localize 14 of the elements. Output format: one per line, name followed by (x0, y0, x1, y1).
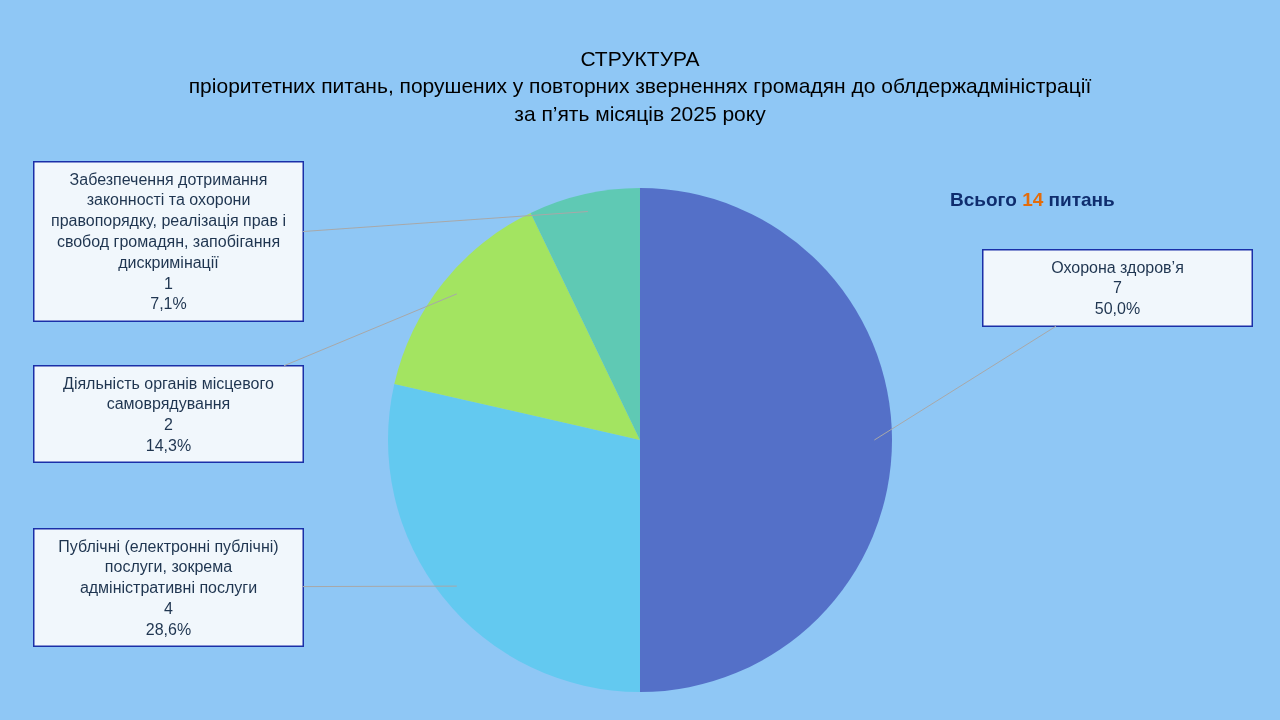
data-label: 2 14,3% (145, 416, 192, 454)
data-label: 1 7,1% (150, 274, 187, 313)
slice-label: Забезпечення дотримання законності та охорони правопорядку, реалізація прав і свобод громадян, запобігання дискримінації (50, 170, 287, 271)
slice-label: Діяльність органів місцевого самоврядування (63, 374, 274, 413)
pie-slice (394, 212, 640, 440)
text: Всього 14 питань (950, 189, 1115, 210)
pie-slice (530, 188, 640, 440)
pie-slice (640, 188, 892, 692)
chart-title: СТРУКТУРА пріоритетних питань, порушених у повторних зверненнях громадян до облдержадміністрації за п’ять місяців 2025 року (188, 47, 1092, 125)
data-label: 7 50,0% (1094, 279, 1141, 318)
slice-label: Публічні (електронні публічні) послуги, зокрема адміністративні послуги (58, 537, 279, 597)
data-label: 4 28,6% (145, 599, 192, 638)
pie-slice (388, 383, 640, 692)
slice-label: Охорона здоров’я (1051, 258, 1184, 276)
